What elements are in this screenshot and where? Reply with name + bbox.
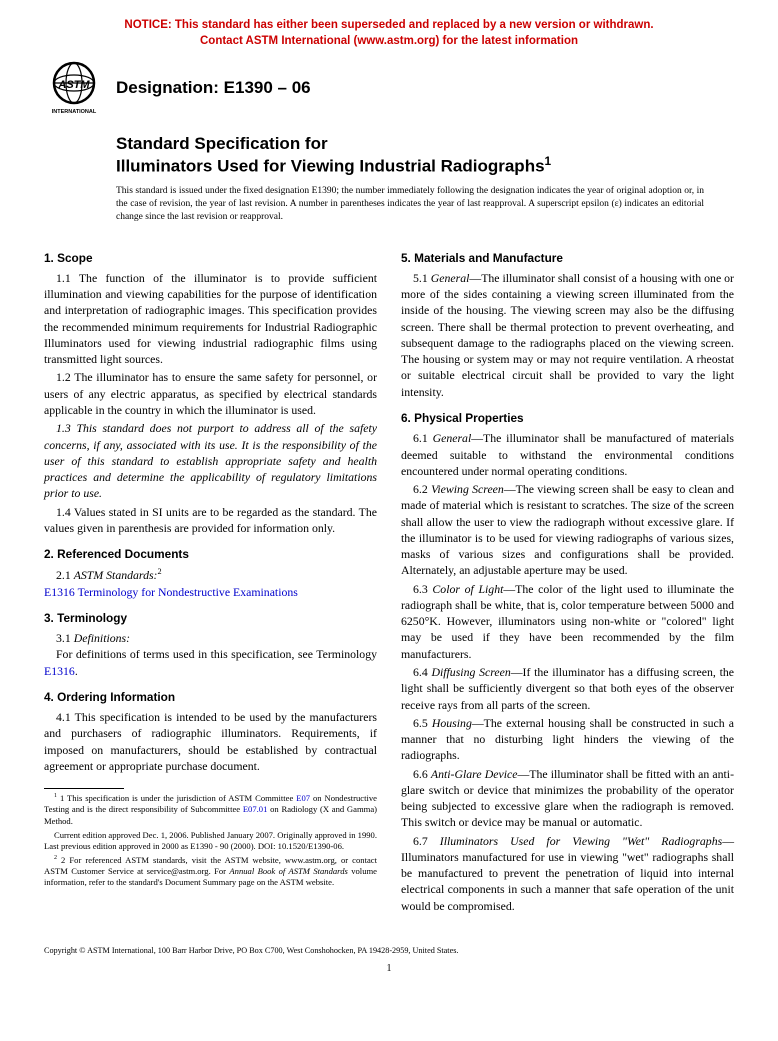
para-1-3: 1.3 This standard does not purport to ad… — [44, 420, 377, 501]
p51-text: —The illuminator shall consist of a hous… — [401, 271, 734, 399]
footnote-2: 2 2 For referenced ASTM standards, visit… — [44, 855, 377, 889]
issuance-note: This standard is issued under the fixed … — [116, 185, 704, 223]
para-3-1: 3.1 Definitions: — [44, 630, 377, 646]
p63-prefix: 6.3 — [413, 582, 432, 596]
para-5-1: 5.1 General—The illuminator shall consis… — [401, 270, 734, 400]
header-row: ASTM INTERNATIONAL Designation: E1390 – … — [44, 61, 734, 115]
copyright-line: Copyright © ASTM International, 100 Barr… — [44, 946, 734, 955]
para-6-3: 6.3 Color of Light—The color of the ligh… — [401, 581, 734, 662]
p65-italic: Housing — [432, 716, 472, 730]
section-6-head: 6. Physical Properties — [401, 410, 734, 426]
ref-e1316-text[interactable]: Terminology for Nondestructive Examinati… — [78, 585, 298, 599]
ref-e1316: E1316 Terminology for Nondestructive Exa… — [44, 584, 377, 600]
document-page: NOTICE: This standard has either been su… — [0, 0, 778, 994]
section-1-head: 1. Scope — [44, 250, 377, 266]
title-block: Standard Specification for Illuminators … — [116, 133, 734, 177]
p51-italic: General — [431, 271, 470, 285]
p61-italic: General — [433, 431, 472, 445]
para-3-1-italic: Definitions: — [74, 631, 130, 645]
para-2-1-italic: ASTM Standards: — [74, 568, 158, 582]
p67-prefix: 6.7 — [413, 834, 440, 848]
footnote-1-link2[interactable]: E07.01 — [243, 804, 268, 814]
para-2-1: 2.1 ASTM Standards:2 — [44, 566, 377, 583]
left-column: 1. Scope 1.1 The function of the illumin… — [44, 240, 377, 916]
footnotes-block: 1 1 This specification is under the juri… — [44, 793, 377, 888]
astm-logo: ASTM INTERNATIONAL — [44, 61, 104, 115]
para-6-4: 6.4 Diffusing Screen—If the illuminator … — [401, 664, 734, 713]
footnote-rule — [44, 788, 124, 789]
notice-banner: NOTICE: This standard has either been su… — [44, 18, 734, 49]
page-number: 1 — [44, 963, 734, 974]
para-2-1-prefix: 2.1 — [56, 568, 74, 582]
p61-prefix: 6.1 — [413, 431, 433, 445]
para-2-1-sup: 2 — [158, 567, 162, 576]
title-footnote-ref: 1 — [545, 154, 552, 168]
para-6-2: 6.2 Viewing Screen—The viewing screen sh… — [401, 481, 734, 579]
footnote-1-a: 1 This specification is under the jurisd… — [60, 793, 296, 803]
right-column: 5. Materials and Manufacture 5.1 General… — [401, 240, 734, 916]
p67-italic: Illuminators Used for Viewing "Wet" Radi… — [440, 834, 722, 848]
section-4-head: 4. Ordering Information — [44, 689, 377, 705]
para-3-2-a: For definitions of terms used in this sp… — [56, 647, 377, 661]
p66-italic: Anti-Glare Device — [431, 767, 518, 781]
p51-prefix: 5.1 — [413, 271, 431, 285]
para-1-4: 1.4 Values stated in SI units are to be … — [44, 504, 377, 537]
svg-text:ASTM: ASTM — [57, 79, 90, 91]
para-1-1: 1.1 The function of the illuminator is t… — [44, 270, 377, 368]
para-1-2: 1.2 The illuminator has to ensure the sa… — [44, 369, 377, 418]
title-prefix: Standard Specification for — [116, 133, 734, 154]
p64-italic: Diffusing Screen — [431, 665, 510, 679]
svg-text:INTERNATIONAL: INTERNATIONAL — [52, 109, 97, 115]
para-6-5: 6.5 Housing—The external housing shall b… — [401, 715, 734, 764]
footnote-1: 1 1 This specification is under the juri… — [44, 793, 377, 827]
para-3-2: For definitions of terms used in this sp… — [44, 646, 377, 679]
body-columns: 1. Scope 1.1 The function of the illumin… — [44, 240, 734, 916]
para-6-1: 6.1 General—The illuminator shall be man… — [401, 430, 734, 479]
p62-italic: Viewing Screen — [431, 482, 504, 496]
title-main: Illuminators Used for Viewing Industrial… — [116, 154, 734, 177]
p65-prefix: 6.5 — [413, 716, 432, 730]
p62-prefix: 6.2 — [413, 482, 431, 496]
para-3-2-link[interactable]: E1316 — [44, 664, 75, 678]
section-3-head: 3. Terminology — [44, 610, 377, 626]
title-main-text: Illuminators Used for Viewing Industrial… — [116, 157, 545, 176]
footnote-1-link1[interactable]: E07 — [296, 793, 310, 803]
para-3-1-prefix: 3.1 — [56, 631, 74, 645]
para-6-6: 6.6 Anti-Glare Device—The illuminator sh… — [401, 766, 734, 831]
p63-italic: Color of Light — [432, 582, 503, 596]
section-5-head: 5. Materials and Manufacture — [401, 250, 734, 266]
ref-e1316-id[interactable]: E1316 — [44, 585, 75, 599]
p64-prefix: 6.4 — [413, 665, 431, 679]
para-4-1: 4.1 This specification is intended to be… — [44, 709, 377, 774]
footnote-1d: Current edition approved Dec. 1, 2006. P… — [44, 830, 377, 852]
notice-line-1: NOTICE: This standard has either been su… — [124, 19, 653, 31]
notice-line-2: Contact ASTM International (www.astm.org… — [200, 35, 578, 47]
footnote-2-italic: Annual Book of ASTM Standards — [229, 866, 347, 876]
para-6-7: 6.7 Illuminators Used for Viewing "Wet" … — [401, 833, 734, 914]
p66-prefix: 6.6 — [413, 767, 431, 781]
para-3-2-b: . — [75, 664, 78, 678]
p62-text: —The viewing screen shall be easy to cle… — [401, 482, 734, 577]
designation-text: Designation: E1390 – 06 — [116, 78, 311, 98]
section-2-head: 2. Referenced Documents — [44, 546, 377, 562]
